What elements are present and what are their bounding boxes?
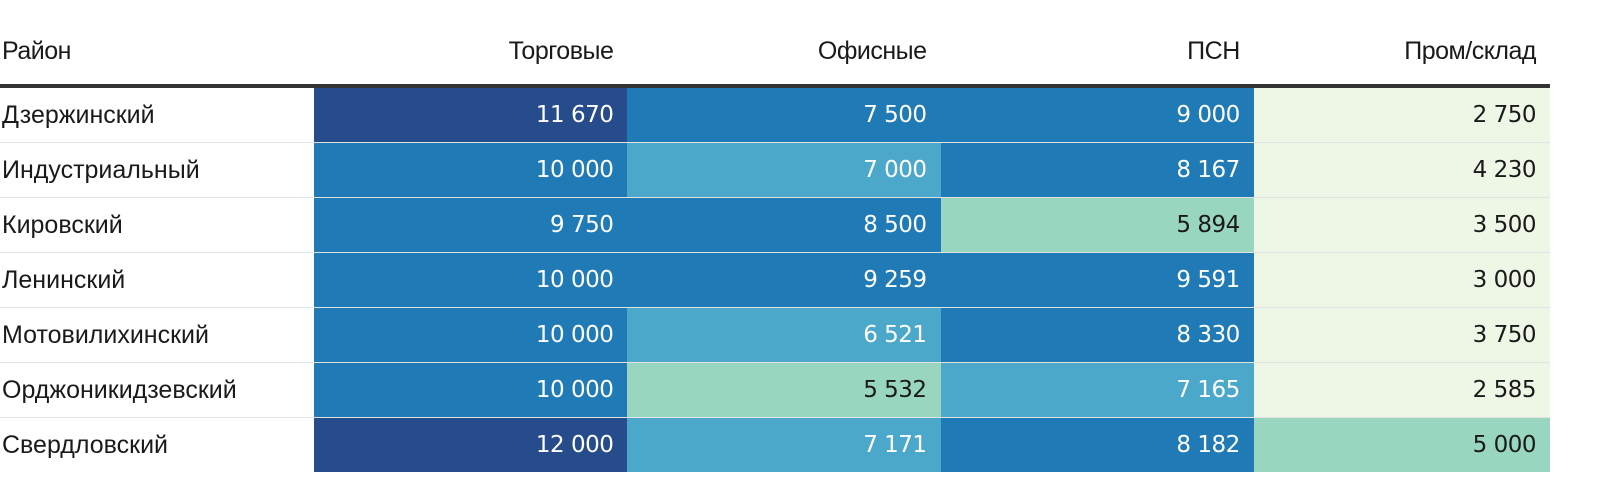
district-label: Мотовилихинский: [0, 307, 315, 363]
heatmap-cell: 6 521: [627, 307, 941, 363]
heatmap-cell: 3 000: [1253, 252, 1550, 308]
heatmap-cell: 10 000: [314, 362, 628, 418]
heatmap-cell: 8 330: [940, 307, 1254, 363]
table-row: Кировский 9 750 8 500 5 894 3 500: [0, 197, 1550, 253]
heatmap-cell: 9 591: [940, 252, 1254, 308]
heatmap-cell: 8 182: [940, 417, 1254, 472]
table-row: Орджоникидзевский 10 000 5 532 7 165 2 585: [0, 362, 1550, 418]
heatmap-cell: 5 000: [1253, 417, 1550, 472]
district-label: Индустриальный: [0, 142, 315, 198]
heatmap-cell: 9 000: [940, 85, 1254, 143]
heatmap-cell: 7 171: [627, 417, 941, 472]
district-label: Дзержинский: [0, 85, 315, 143]
column-header[interactable]: Офисные: [627, 18, 941, 88]
heatmap-cell: 9 259: [627, 252, 941, 308]
heatmap-cell: 3 750: [1253, 307, 1550, 363]
heatmap-cell: 2 750: [1253, 85, 1550, 143]
heatmap-cell: 12 000: [314, 417, 628, 472]
heatmap-cell: 10 000: [314, 307, 628, 363]
table-row: Свердловский 12 000 7 171 8 182 5 000: [0, 417, 1550, 472]
table-row: Мотовилихинский 10 000 6 521 8 330 3 750: [0, 307, 1550, 363]
heatmap-cell: 3 500: [1253, 197, 1550, 253]
heatmap-cell: 10 000: [314, 142, 628, 198]
column-header[interactable]: Торговые: [314, 18, 628, 88]
table-row: Дзержинский 11 670 7 500 9 000 2 750: [0, 85, 1550, 143]
heatmap-cell: 7 000: [627, 142, 941, 198]
heatmap-cell: 2 585: [1253, 362, 1550, 418]
table-row: Индустриальный 10 000 7 000 8 167 4 230: [0, 142, 1550, 198]
district-label: Ленинский: [0, 252, 315, 308]
heatmap-cell: 5 532: [627, 362, 941, 418]
district-label: Орджоникидзевский: [0, 362, 315, 418]
heatmap-cell: 9 750: [314, 197, 628, 253]
district-label: Кировский: [0, 197, 315, 253]
header-row: Район Торговые Офисные ПСН Пром/склад: [0, 18, 1550, 88]
heatmap-cell: 8 167: [940, 142, 1254, 198]
district-label: Свердловский: [0, 417, 315, 472]
heatmap-cell: 8 500: [627, 197, 941, 253]
heatmap-table: Район Торговые Офисные ПСН Пром/склад Дзержи…: [0, 18, 1550, 472]
heatmap-cell: 11 670: [314, 85, 628, 143]
heatmap-cell: 5 894: [940, 197, 1254, 253]
heatmap-cell: 4 230: [1253, 142, 1550, 198]
heatmap-cell: 7 500: [627, 85, 941, 143]
column-header[interactable]: ПСН: [940, 18, 1254, 88]
column-header[interactable]: Район: [0, 18, 315, 88]
column-header[interactable]: Пром/склад: [1253, 18, 1550, 88]
heatmap-cell: 7 165: [940, 362, 1254, 418]
table-row: Ленинский 10 000 9 259 9 591 3 000: [0, 252, 1550, 308]
heatmap-cell: 10 000: [314, 252, 628, 308]
